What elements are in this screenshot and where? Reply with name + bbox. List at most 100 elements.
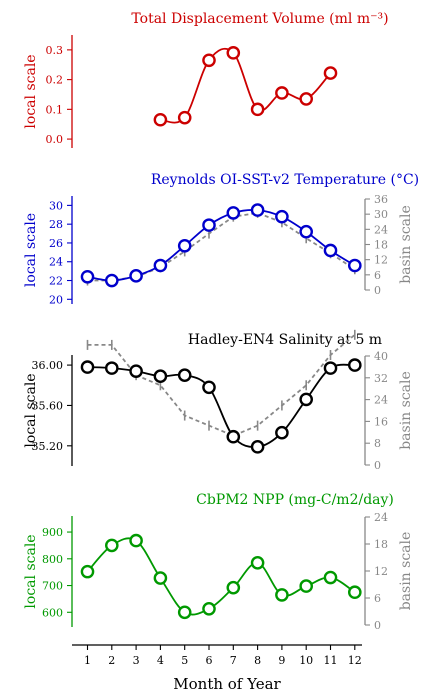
panel-title: CbPM2 NPP (mg-C/m2/day) (196, 492, 394, 508)
local-series-point (80, 269, 95, 284)
panel-title: Reynolds OI-SST-v2 Temperature (°C) (151, 172, 419, 188)
local-series-point (226, 206, 241, 220)
local-series-line (87, 209, 356, 282)
basin-series-line (87, 334, 356, 437)
local-y-tick-label: 36.00 (32, 359, 64, 372)
local-y-tick-label: 700 (42, 580, 63, 593)
local-series-point (299, 224, 314, 239)
local-series-point (129, 364, 143, 378)
local-series-point (105, 538, 119, 553)
x-tick-label: 11 (324, 654, 338, 667)
local-series-point (177, 605, 192, 620)
local-y-tick-label: 0.1 (46, 103, 64, 116)
basin-y-tick-label: 18 (374, 239, 388, 252)
local-series-point (129, 269, 143, 283)
local-y-axis-label: local scale (23, 373, 39, 447)
local-y-tick-label: 35.20 (32, 440, 64, 453)
local-series-point (202, 380, 216, 395)
local-y-tick-label: 35.60 (32, 399, 64, 412)
local-series-point (250, 203, 265, 217)
local-series-point (153, 571, 168, 585)
local-y-tick-label: 600 (42, 606, 63, 619)
basin-y-tick-label: 40 (374, 350, 388, 363)
x-tick-label: 8 (254, 654, 261, 667)
local-series-point (299, 579, 314, 593)
local-series-point (177, 238, 192, 253)
basin-y-tick-label: 24 (374, 223, 388, 236)
x-tick-label: 6 (206, 654, 213, 667)
basin-y-tick-label: 0 (374, 459, 381, 472)
local-series-point (250, 556, 265, 570)
local-series-point (347, 585, 362, 600)
basin-y-axis-label: basin scale (398, 205, 414, 284)
basin-y-tick-label: 12 (374, 254, 388, 267)
chart-panel-4: CbPM2 NPP (mg-C/m2/day) 600 700 800 900local… (23, 492, 414, 632)
local-series-point (226, 429, 241, 444)
basin-series-line (87, 211, 356, 282)
x-tick-label: 12 (348, 654, 362, 667)
local-series-point (347, 258, 362, 273)
local-y-tick-label: 0.0 (46, 133, 64, 146)
panel-title: Hadley-EN4 Salinity at 5 m (188, 332, 382, 348)
local-series-point (347, 358, 362, 372)
local-series-point (177, 368, 192, 382)
local-series-point (299, 92, 314, 106)
local-y-tick-label: 30 (49, 199, 63, 212)
local-y-axis-label: local scale (23, 54, 39, 128)
basin-y-tick-label: 12 (374, 565, 388, 578)
local-series-point (80, 564, 95, 579)
basin-y-tick-label: 0 (374, 619, 381, 632)
local-series-point (323, 361, 338, 375)
x-axis-label: Month of Year (173, 675, 281, 693)
local-y-tick-label: 24 (49, 256, 63, 269)
basin-y-tick-label: 30 (374, 208, 388, 221)
local-series-point (299, 392, 314, 407)
local-series-point (80, 360, 95, 374)
chart-panels: Total Displacement Volume (ml m⁻³) 0.0 0.1… (23, 11, 419, 632)
local-series-point (105, 273, 119, 288)
local-series-line (86, 537, 356, 616)
local-series-line (87, 363, 355, 448)
local-y-axis-label: local scale (23, 213, 39, 287)
local-y-tick-label: 0.2 (46, 74, 64, 87)
chart-panel-3: Hadley-EN4 Salinity at 5 m 35.20 35.60 36.0… (23, 329, 414, 472)
local-series-point (250, 440, 265, 454)
local-y-tick-label: 20 (49, 293, 63, 306)
local-series-point (323, 243, 338, 258)
local-y-tick-label: 28 (49, 218, 63, 231)
local-series-point (153, 112, 168, 127)
basin-y-axis-label: basin scale (398, 532, 414, 611)
x-tick-label: 10 (299, 654, 313, 667)
chart-panel-2: Reynolds OI-SST-v2 Temperature (°C) 20 22 2… (23, 172, 419, 306)
local-series-point (202, 218, 216, 232)
local-series-point (275, 209, 289, 224)
x-tick-label: 1 (84, 654, 91, 667)
local-series-point (153, 369, 168, 383)
local-series-point (275, 86, 289, 100)
basin-y-tick-label: 24 (374, 511, 388, 524)
basin-y-tick-label: 8 (374, 437, 381, 450)
shared-x-axis: 1 2 3 4 5 6 7 8 9 10 11 12 (72, 644, 362, 667)
local-y-tick-label: 0.3 (46, 44, 64, 57)
x-tick-label: 5 (181, 654, 188, 667)
local-series-point (323, 570, 338, 585)
local-series-point (202, 602, 216, 616)
local-series-point (250, 102, 265, 117)
local-series-point (129, 533, 143, 548)
local-y-tick-label: 900 (42, 526, 63, 539)
local-series-point (275, 425, 289, 440)
basin-y-tick-label: 24 (374, 394, 388, 407)
local-series-point (226, 580, 241, 595)
basin-y-axis-label: basin scale (398, 371, 414, 450)
local-series-point (177, 110, 192, 125)
x-tick-label: 4 (157, 654, 164, 667)
basin-y-tick-label: 18 (374, 538, 388, 551)
local-y-tick-label: 26 (49, 237, 63, 250)
local-series-point (323, 66, 338, 80)
basin-y-tick-label: 6 (374, 269, 381, 282)
local-series-point (226, 46, 241, 60)
local-y-tick-label: 800 (42, 553, 63, 566)
local-series-point (275, 588, 289, 602)
chart-panel-1: Total Displacement Volume (ml m⁻³) 0.0 0.1… (23, 11, 389, 148)
